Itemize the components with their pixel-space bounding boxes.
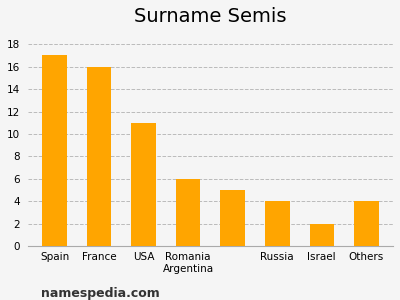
Bar	[87, 67, 111, 246]
Bar	[354, 201, 378, 246]
Bar	[42, 56, 67, 246]
Bar	[310, 224, 334, 246]
Title: Surname Semis: Surname Semis	[134, 7, 287, 26]
Bar	[220, 190, 245, 246]
Bar	[265, 201, 290, 246]
Text: namespedia.com: namespedia.com	[41, 287, 159, 300]
Bar	[176, 179, 200, 246]
Bar	[131, 123, 156, 246]
